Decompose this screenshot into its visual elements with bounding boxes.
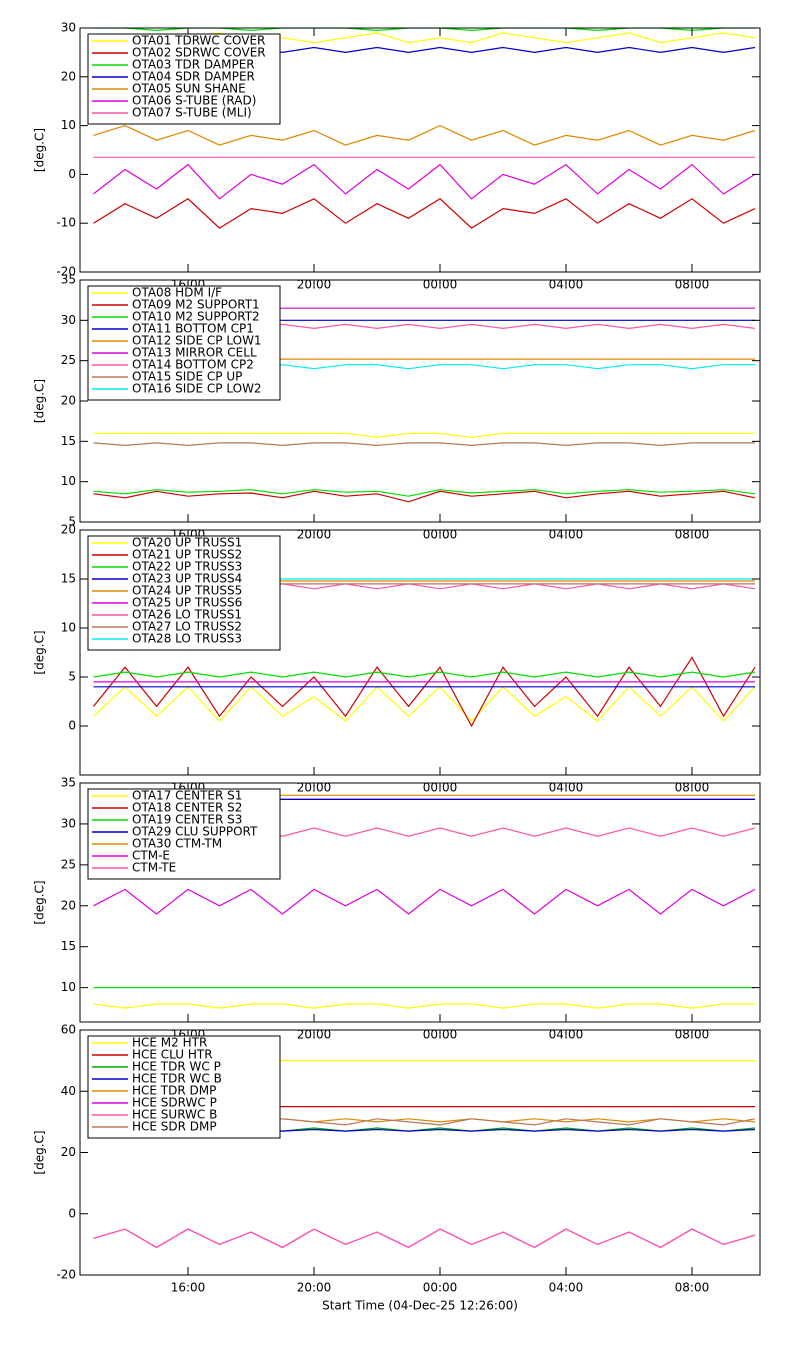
y-tick-label: 20 xyxy=(61,898,76,912)
legend-label: CTM-TE xyxy=(132,861,176,875)
legend-label: OTA12 SIDE CP LOW1 xyxy=(132,334,262,348)
legend-label: HCE TDR DMP xyxy=(132,1084,216,1098)
series-line xyxy=(93,163,756,200)
legend-label: HCE SDR DMP xyxy=(132,1120,217,1134)
y-tick-label: 20 xyxy=(61,394,76,408)
series-line xyxy=(93,685,756,722)
legend-label: OTA21 UP TRUSS2 xyxy=(132,548,242,562)
legend-label: OTA03 TDR DAMPER xyxy=(132,58,255,72)
legend-box xyxy=(87,788,281,880)
legend-label: OTA06 S-TUBE (RAD) xyxy=(132,94,256,108)
legend-label: OTA22 UP TRUSS3 xyxy=(132,560,242,574)
series-line xyxy=(93,489,756,497)
x-axis-label: Start Time (04-Dec-25 12:26:00) xyxy=(322,1299,518,1313)
legend-label: OTA27 LO TRUSS2 xyxy=(132,620,242,634)
legend-label: OTA14 BOTTOM CP2 xyxy=(132,358,254,372)
legend-label: OTA04 SDR DAMPER xyxy=(132,70,255,84)
y-axis-label: [deg.C] xyxy=(33,630,47,674)
y-tick-label: 35 xyxy=(61,776,76,790)
y-tick-label: -20 xyxy=(56,1268,76,1282)
legend-label: OTA23 UP TRUSS4 xyxy=(132,572,242,586)
series-line xyxy=(93,490,756,503)
legend-label: OTA11 BOTTOM CP1 xyxy=(132,322,254,336)
legend-label: OTA25 UP TRUSS6 xyxy=(132,596,242,610)
x-tick-label: 20:00 xyxy=(297,1281,332,1295)
y-axis-label: [deg.C] xyxy=(33,1130,47,1174)
y-tick-label: 15 xyxy=(61,434,76,448)
legend-label: OTA07 S-TUBE (MLI) xyxy=(132,106,252,120)
plot-frame xyxy=(79,27,761,273)
legend-label: HCE CLU HTR xyxy=(132,1048,213,1062)
legend-label: HCE SURWC B xyxy=(132,1108,217,1122)
legend-label: OTA29 CLU SUPPORT xyxy=(132,825,258,839)
legend-label: OTA17 CENTER S1 xyxy=(132,789,242,803)
y-tick-label: 35 xyxy=(61,273,76,287)
series-line xyxy=(93,888,756,915)
y-tick-label: 0 xyxy=(68,1206,76,1220)
legend-label: OTA18 CENTER S2 xyxy=(132,801,242,815)
y-tick-label: 10 xyxy=(61,980,76,994)
y-tick-label: 60 xyxy=(61,1023,76,1037)
legend-box xyxy=(87,1035,281,1139)
y-tick-label: 25 xyxy=(61,353,76,367)
y-tick-label: 20 xyxy=(61,1145,76,1159)
legend-label: OTA13 MIRROR CELL xyxy=(132,346,257,360)
legend-label: OTA08 HDM I/F xyxy=(132,286,222,300)
y-tick-label: 10 xyxy=(61,474,76,488)
series-line xyxy=(93,671,756,678)
y-tick-label: 20 xyxy=(61,69,76,83)
legend-label: HCE TDR WC B xyxy=(132,1072,222,1086)
y-tick-label: -10 xyxy=(56,216,76,230)
series-line xyxy=(93,1228,756,1249)
y-tick-label: 40 xyxy=(61,1084,76,1098)
legend-label: OTA26 LO TRUSS1 xyxy=(132,608,242,622)
y-tick-label: 30 xyxy=(61,21,76,35)
y-tick-label: 15 xyxy=(61,572,76,586)
legend-label: HCE TDR WC P xyxy=(132,1060,221,1074)
series-line xyxy=(93,432,755,438)
y-tick-label: 20 xyxy=(61,523,76,537)
legend-label: OTA15 SIDE CP UP xyxy=(132,370,242,384)
plot-frame xyxy=(79,529,761,776)
legend-label: OTA01 TDRWC COVER xyxy=(132,34,265,48)
y-tick-label: 10 xyxy=(61,118,76,132)
legend-label: OTA28 LO TRUSS3 xyxy=(132,632,242,646)
x-tick-label: 16:00 xyxy=(171,1281,206,1295)
y-axis-label: [deg.C] xyxy=(33,880,47,924)
legend-label: OTA24 UP TRUSS5 xyxy=(132,584,242,598)
y-tick-label: 0 xyxy=(68,167,76,181)
legend-label: OTA10 M2 SUPPORT2 xyxy=(132,310,260,324)
legend-box xyxy=(87,33,281,125)
y-tick-label: 0 xyxy=(68,719,76,733)
y-tick-label: 30 xyxy=(61,816,76,830)
legend-label: CTM-E xyxy=(132,849,170,863)
legend-label: OTA05 SUN SHANE xyxy=(132,82,246,96)
legend-label: HCE M2 HTR xyxy=(132,1036,207,1050)
y-axis-label: [deg.C] xyxy=(33,128,47,172)
y-tick-label: 5 xyxy=(68,670,76,684)
series-line xyxy=(93,198,756,229)
legend-label: OTA20 UP TRUSS1 xyxy=(132,536,242,550)
plot-frame xyxy=(79,782,761,1023)
x-tick-label: 08:00 xyxy=(675,1281,710,1295)
y-tick-label: 25 xyxy=(61,857,76,871)
x-tick-label: 04:00 xyxy=(549,1281,584,1295)
x-tick-label: 00:00 xyxy=(423,1281,458,1295)
y-tick-label: 15 xyxy=(61,939,76,953)
legend-label: HCE SDRWC P xyxy=(132,1096,217,1110)
legend-label: OTA30 CTM-TM xyxy=(132,837,222,851)
y-tick-label: -20 xyxy=(56,265,76,279)
legend-label: OTA16 SIDE CP LOW2 xyxy=(132,382,262,396)
series-line xyxy=(93,124,756,146)
legend-label: OTA09 M2 SUPPORT1 xyxy=(132,298,260,312)
y-axis-label: [deg.C] xyxy=(33,379,47,423)
legend-label: OTA02 SDRWC COVER xyxy=(132,46,266,60)
legend-label: OTA19 CENTER S3 xyxy=(132,813,242,827)
y-tick-label: 5 xyxy=(68,515,76,529)
series-line xyxy=(93,1003,755,1009)
series-line xyxy=(93,442,755,447)
y-tick-label: 30 xyxy=(61,313,76,327)
y-tick-label: 10 xyxy=(61,621,76,635)
